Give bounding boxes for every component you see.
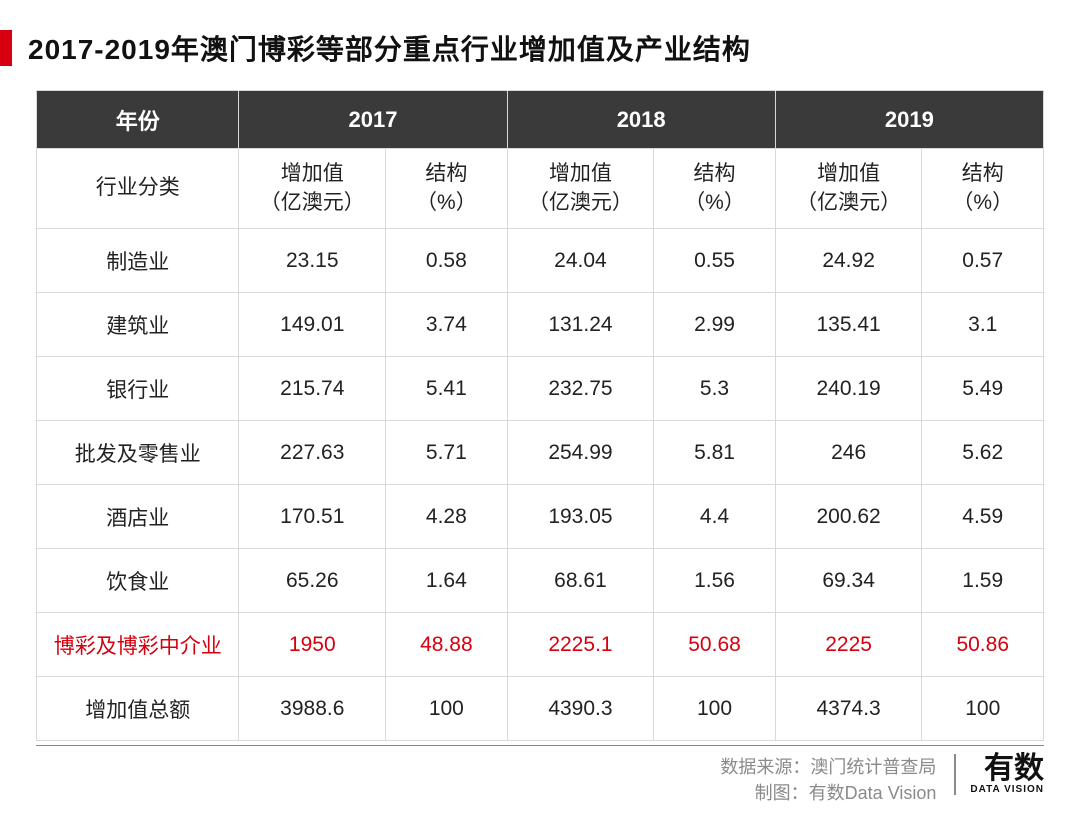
p19: 5.62 <box>922 421 1044 485</box>
v19: 4374.3 <box>775 677 922 741</box>
p17: 5.41 <box>386 357 507 421</box>
v19: 135.41 <box>775 293 922 357</box>
value-label: 增加值（亿澳元） <box>507 149 654 229</box>
p18: 50.68 <box>654 613 775 677</box>
title-bar: 2017-2019年澳门博彩等部分重点行业增加值及产业结构 <box>0 28 1044 68</box>
row-name: 批发及零售业 <box>37 421 239 485</box>
v19: 200.62 <box>775 485 922 549</box>
v17: 23.15 <box>239 229 386 293</box>
v17: 1950 <box>239 613 386 677</box>
table-container: 年份 2017 2018 2019 行业分类 增加值（亿澳元） 结构（%） 增加… <box>0 90 1044 741</box>
footer-credits: 数据来源：澳门统计普查局 制图：有数Data Vision <box>720 754 936 806</box>
footer: 数据来源：澳门统计普查局 制图：有数Data Vision 有数 DATA VI… <box>36 745 1044 806</box>
table-row: 银行业215.745.41232.755.3240.195.49 <box>37 357 1044 421</box>
v18: 232.75 <box>507 357 654 421</box>
v18: 4390.3 <box>507 677 654 741</box>
v17: 65.26 <box>239 549 386 613</box>
p18: 1.56 <box>654 549 775 613</box>
header-year-2019: 2019 <box>775 91 1043 149</box>
p18: 5.81 <box>654 421 775 485</box>
v19: 246 <box>775 421 922 485</box>
p18: 2.99 <box>654 293 775 357</box>
row-name: 增加值总额 <box>37 677 239 741</box>
v17: 149.01 <box>239 293 386 357</box>
p17: 4.28 <box>386 485 507 549</box>
v17: 3988.6 <box>239 677 386 741</box>
p17: 48.88 <box>386 613 507 677</box>
v19: 2225 <box>775 613 922 677</box>
p17: 5.71 <box>386 421 507 485</box>
value-label: 增加值（亿澳元） <box>775 149 922 229</box>
v17: 170.51 <box>239 485 386 549</box>
value-label: 增加值（亿澳元） <box>239 149 386 229</box>
table-row: 博彩及博彩中介业195048.882225.150.68222550.86 <box>37 613 1044 677</box>
brand-sub: DATA VISION <box>970 784 1044 795</box>
p19: 3.1 <box>922 293 1044 357</box>
table-row: 建筑业149.013.74131.242.99135.413.1 <box>37 293 1044 357</box>
table-header-row: 年份 2017 2018 2019 <box>37 91 1044 149</box>
header-year-label: 年份 <box>37 91 239 149</box>
p18: 0.55 <box>654 229 775 293</box>
table-row: 制造业23.150.5824.040.5524.920.57 <box>37 229 1044 293</box>
p17: 3.74 <box>386 293 507 357</box>
p17: 1.64 <box>386 549 507 613</box>
table-row: 增加值总额3988.61004390.31004374.3100 <box>37 677 1044 741</box>
v18: 24.04 <box>507 229 654 293</box>
p18: 5.3 <box>654 357 775 421</box>
pct-label: 结构（%） <box>922 149 1044 229</box>
p19: 50.86 <box>922 613 1044 677</box>
pct-label: 结构（%） <box>386 149 507 229</box>
v18: 254.99 <box>507 421 654 485</box>
header-year-2017: 2017 <box>239 91 507 149</box>
page-title: 2017-2019年澳门博彩等部分重点行业增加值及产业结构 <box>28 28 751 68</box>
source-line: 数据来源：澳门统计普查局 <box>720 754 936 780</box>
p19: 1.59 <box>922 549 1044 613</box>
table-row: 饮食业65.261.6468.611.5669.341.59 <box>37 549 1044 613</box>
header-year-2018: 2018 <box>507 91 775 149</box>
p19: 4.59 <box>922 485 1044 549</box>
row-name: 博彩及博彩中介业 <box>37 613 239 677</box>
category-label: 行业分类 <box>37 149 239 229</box>
table-row: 批发及零售业227.635.71254.995.812465.62 <box>37 421 1044 485</box>
table-row: 酒店业170.514.28193.054.4200.624.59 <box>37 485 1044 549</box>
v17: 227.63 <box>239 421 386 485</box>
p17: 100 <box>386 677 507 741</box>
row-name: 制造业 <box>37 229 239 293</box>
p19: 100 <box>922 677 1044 741</box>
pct-label: 结构（%） <box>654 149 775 229</box>
v19: 24.92 <box>775 229 922 293</box>
brand-main: 有数 <box>984 754 1044 784</box>
v18: 193.05 <box>507 485 654 549</box>
v18: 131.24 <box>507 293 654 357</box>
brand-logo: 有数 DATA VISION <box>954 754 1044 795</box>
v19: 240.19 <box>775 357 922 421</box>
p17: 0.58 <box>386 229 507 293</box>
v18: 68.61 <box>507 549 654 613</box>
p19: 0.57 <box>922 229 1044 293</box>
v19: 69.34 <box>775 549 922 613</box>
v17: 215.74 <box>239 357 386 421</box>
credit-line: 制图：有数Data Vision <box>720 780 936 806</box>
row-name: 银行业 <box>37 357 239 421</box>
p18: 4.4 <box>654 485 775 549</box>
row-name: 酒店业 <box>37 485 239 549</box>
industry-table: 年份 2017 2018 2019 行业分类 增加值（亿澳元） 结构（%） 增加… <box>36 90 1044 741</box>
table-subheader-row: 行业分类 增加值（亿澳元） 结构（%） 增加值（亿澳元） 结构（%） 增加值（亿… <box>37 149 1044 229</box>
p19: 5.49 <box>922 357 1044 421</box>
p18: 100 <box>654 677 775 741</box>
row-name: 饮食业 <box>37 549 239 613</box>
row-name: 建筑业 <box>37 293 239 357</box>
v18: 2225.1 <box>507 613 654 677</box>
accent-bar <box>0 30 12 66</box>
